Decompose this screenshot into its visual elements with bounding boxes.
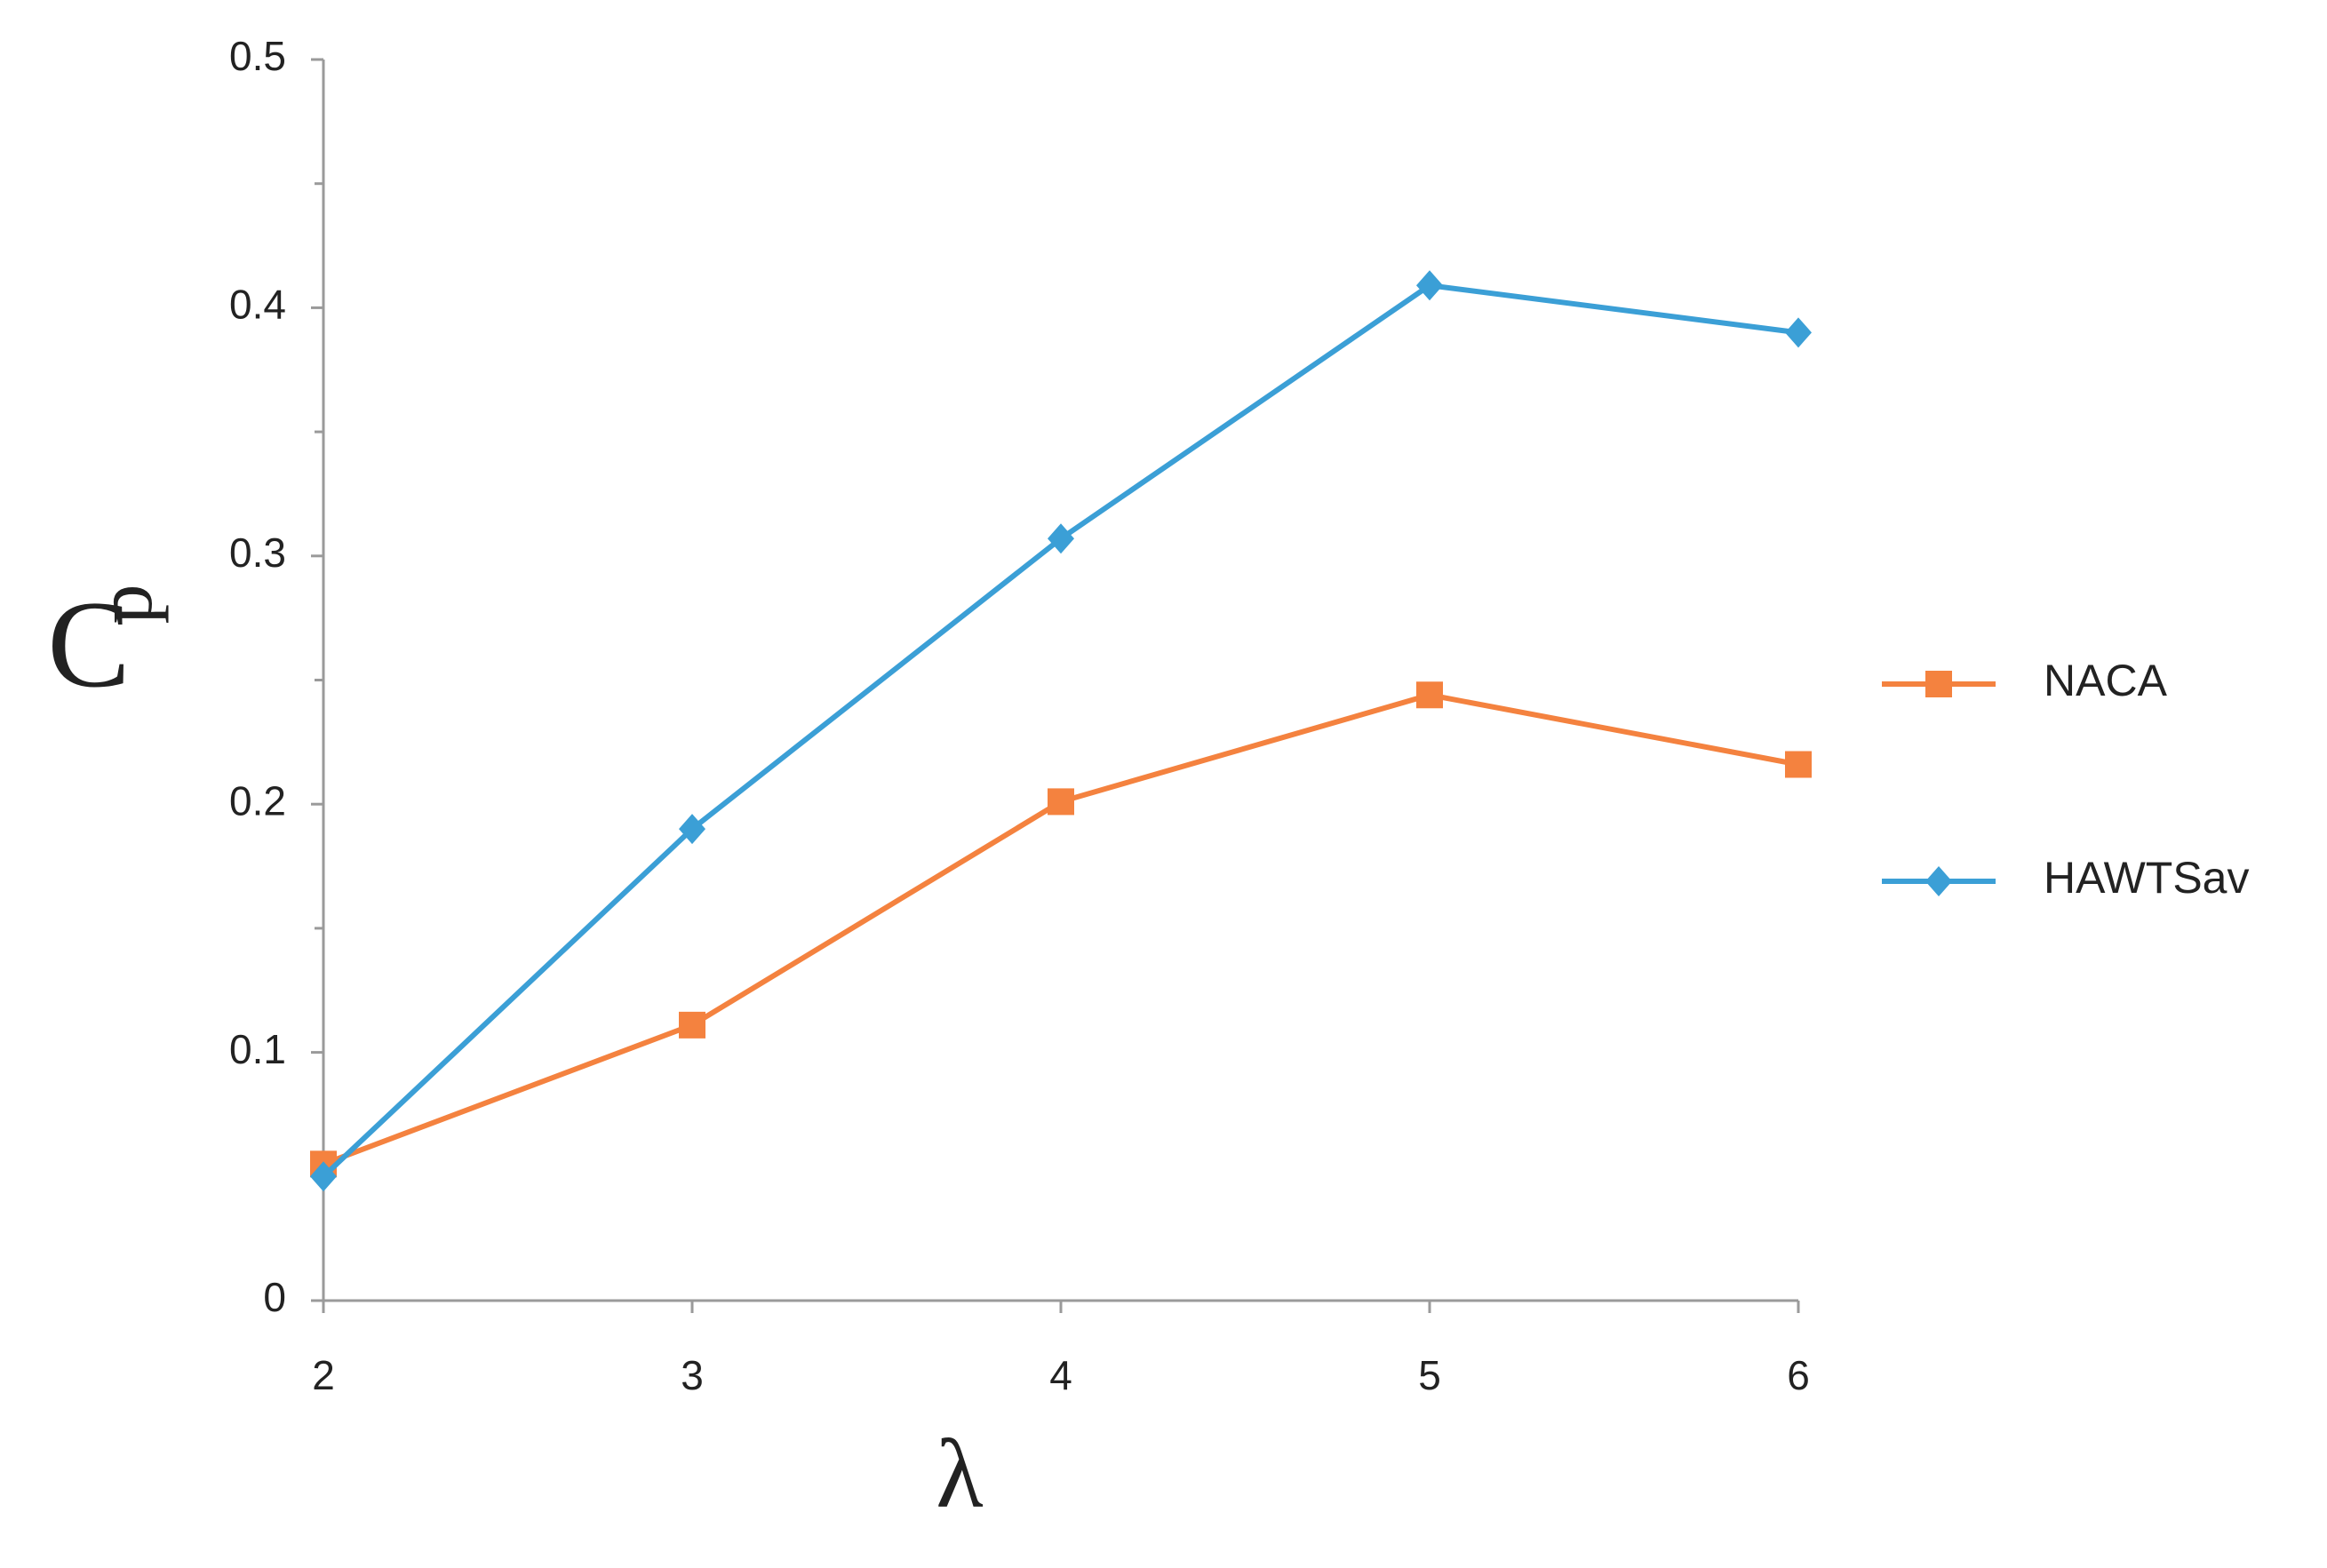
- legend-label: HAWTSav: [2044, 853, 2250, 903]
- x-tick-label: 3: [681, 1352, 704, 1398]
- y-tick-label: 0.3: [229, 529, 286, 576]
- y-tick-label: 0.2: [229, 777, 286, 824]
- marker: [1048, 788, 1074, 816]
- marker: [1925, 671, 1952, 697]
- legend-label: NACA: [2044, 656, 2168, 705]
- y-axis-label: C: [47, 576, 130, 713]
- series-line: [321, 283, 1799, 1179]
- y-tick-label: 0: [263, 1274, 286, 1320]
- marker: [1785, 751, 1812, 778]
- x-tick-label: 4: [1049, 1352, 1072, 1398]
- x-tick-label: 5: [1418, 1352, 1441, 1398]
- y-axis-label-subscript: p: [82, 585, 170, 625]
- marker: [1416, 270, 1443, 301]
- marker: [1785, 317, 1812, 348]
- marker: [1925, 866, 1952, 896]
- marker: [679, 814, 705, 845]
- marker: [310, 1161, 337, 1192]
- x-tick-label: 2: [312, 1352, 335, 1398]
- marker: [1048, 523, 1074, 554]
- y-tick-label: 0.1: [229, 1026, 286, 1072]
- series-line: [322, 692, 1799, 1167]
- y-tick-label: 0.4: [229, 282, 286, 328]
- x-axis-label: λ: [936, 1419, 983, 1527]
- marker: [679, 1011, 705, 1039]
- y-tick-label: 0.5: [229, 33, 286, 79]
- x-tick-label: 6: [1787, 1352, 1810, 1398]
- marker: [1416, 681, 1443, 709]
